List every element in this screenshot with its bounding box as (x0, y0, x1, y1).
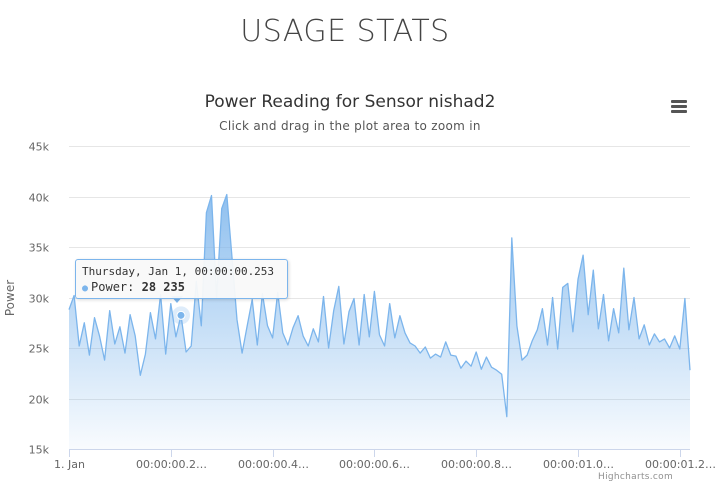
series-line-power[interactable] (68, 193, 691, 418)
y-tick-label: 40k (29, 192, 50, 205)
x-tick-label: 1. Jan (54, 458, 85, 471)
y-tick-label: 45k (29, 141, 50, 154)
chart-title: Power Reading for Sensor nishad2 (204, 92, 496, 112)
tooltip-value: 28 235 (141, 280, 185, 294)
x-tick-label: 00:00:00.2… (136, 458, 207, 471)
hover-point-marker[interactable] (176, 310, 186, 320)
tooltip-series-label: Power: (91, 280, 135, 294)
series-area-power (69, 194, 690, 449)
chart-subtitle: Click and drag in the plot area to zoom … (219, 119, 481, 133)
x-tick-label: 00:00:00.8… (441, 458, 512, 471)
axes: 15k 20k 25k 30k 35k 40k 45k 1. Jan 00:00:00.2… 00… (29, 141, 716, 472)
y-tick-label: 30k (29, 293, 50, 306)
hamburger-menu-icon[interactable] (668, 97, 690, 117)
y-tick-label: 35k (29, 242, 50, 255)
x-tick-label: 00:00:00.4… (238, 458, 309, 471)
tooltip-pointer (171, 296, 183, 303)
menu-bar (671, 110, 687, 113)
y-tick-label: 15k (29, 444, 50, 457)
y-axis-title: Power (3, 280, 17, 316)
tooltip-series-bullet-icon: ● (82, 283, 89, 294)
menu-bar (671, 105, 687, 108)
y-tick-label: 25k (29, 343, 50, 356)
menu-bar (671, 100, 687, 103)
x-tick-label: 00:00:01.0… (543, 458, 614, 471)
x-tick-label: 00:00:00.6… (339, 458, 410, 471)
credits-link[interactable]: Highcharts.com (598, 472, 674, 482)
y-tick-label: 20k (29, 394, 50, 407)
tooltip-date: Thursday, Jan 1, 00:00:00.253 (82, 265, 275, 278)
tooltip-line: ● Power: 28 235 (82, 280, 185, 294)
tooltip: Thursday, Jan 1, 00:00:00.253 ● Power: 28… (75, 259, 288, 299)
series-layer (68, 193, 691, 449)
page-heading: USAGE STATS (240, 14, 450, 49)
x-tick-label: 00:00:01.2… (645, 458, 716, 471)
